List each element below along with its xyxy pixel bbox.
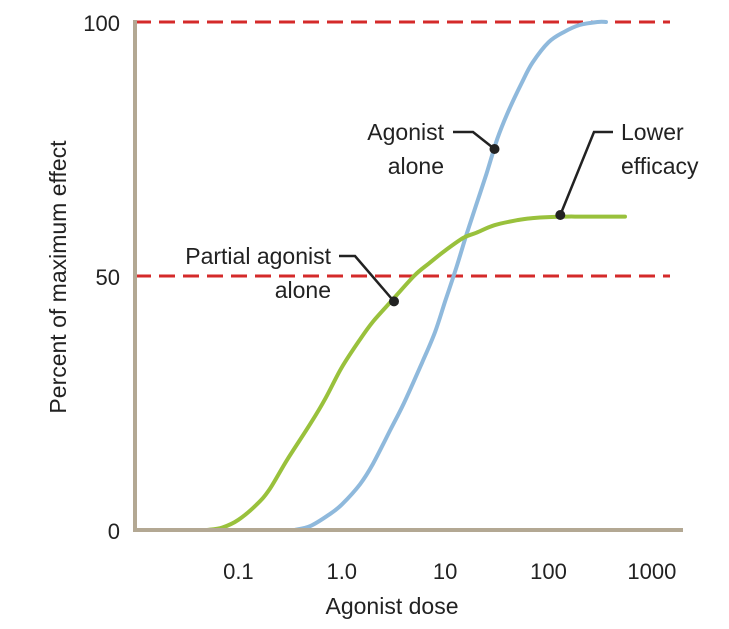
- annotation-label: Lower efficacy: [621, 119, 699, 179]
- x-axis-title: Agonist dose: [326, 593, 459, 619]
- x-tick-label: 1.0: [326, 559, 357, 584]
- series-line-1: [292, 19, 608, 532]
- series-line-2: [205, 214, 627, 532]
- annotation-label: Agonist alone: [367, 119, 444, 179]
- y-tick-label: 0: [108, 519, 120, 544]
- annotation-label: Partial agonist alone: [185, 243, 331, 303]
- annotation-leader: [559, 130, 613, 216]
- x-tick-label: 100: [530, 559, 567, 584]
- x-tick-label: 0.1: [223, 559, 254, 584]
- annotation-point: [389, 296, 399, 307]
- x-tick-label: 10: [433, 559, 457, 584]
- annotation-point: [489, 144, 500, 154]
- y-axis-title: Percent of maximum effect: [45, 140, 71, 414]
- y-tick-label: 100: [83, 11, 120, 36]
- x-tick-label: 1000: [627, 559, 676, 584]
- annotation-leader: [339, 254, 395, 303]
- annotation-point: [555, 210, 566, 220]
- annotation-leader: [453, 130, 496, 150]
- y-tick-label: 50: [96, 265, 120, 290]
